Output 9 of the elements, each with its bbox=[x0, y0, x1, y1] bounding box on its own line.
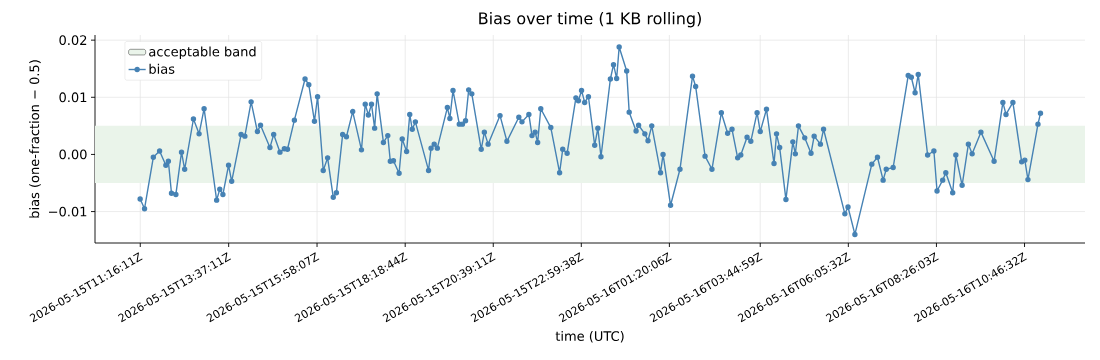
legend-label: acceptable band bbox=[149, 46, 256, 60]
y-tick-label: 0.00 bbox=[59, 149, 87, 160]
chart-title: Bias over time (1 KB rolling) bbox=[479, 11, 701, 28]
y-tick-label: 0.01 bbox=[59, 92, 87, 103]
y-axis-title: bias (one-fraction − 0.5) bbox=[29, 60, 41, 218]
legend-label: bias bbox=[149, 63, 175, 74]
y-tick-label: 0.02 bbox=[59, 35, 87, 46]
y-tick-label: −0.01 bbox=[49, 206, 87, 217]
x-axis-title: time (UTC) bbox=[555, 330, 624, 343]
